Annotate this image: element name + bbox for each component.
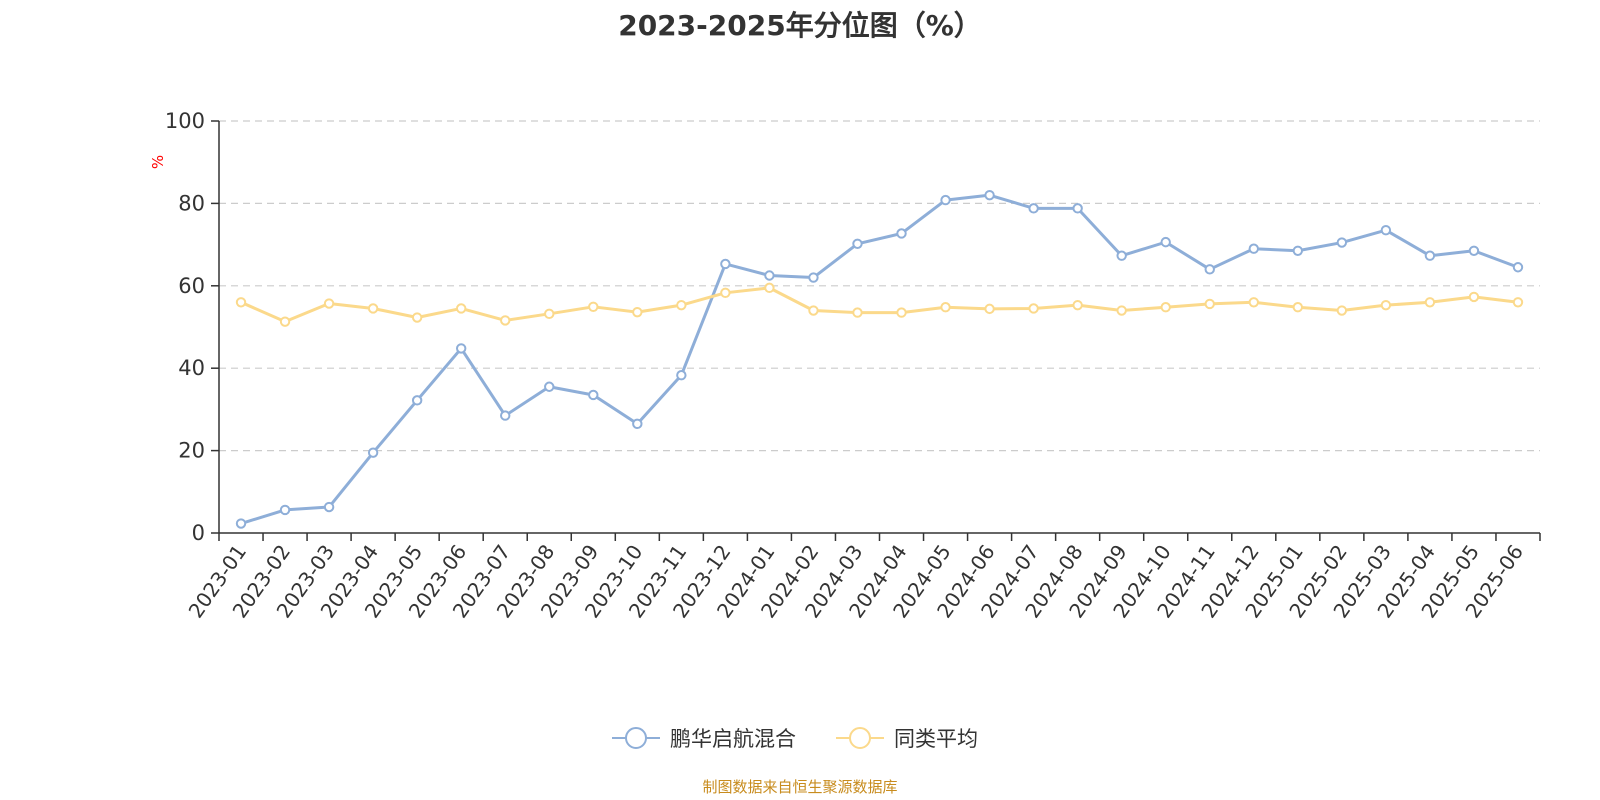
data-point xyxy=(323,298,335,309)
data-point xyxy=(1424,297,1436,308)
data-point xyxy=(455,303,467,314)
data-point xyxy=(1292,245,1304,256)
data-point xyxy=(940,194,951,206)
data-point xyxy=(808,272,819,283)
data-point xyxy=(1424,250,1436,261)
data-point xyxy=(1468,291,1480,303)
data-point xyxy=(940,302,951,313)
data-point xyxy=(279,504,291,516)
data-point xyxy=(279,316,291,327)
data-point xyxy=(1380,299,1392,311)
data-point xyxy=(896,307,907,318)
data-point xyxy=(235,518,247,529)
source-note: 制图数据来自恒生聚源数据库 xyxy=(702,778,898,796)
y-tick-label: 80 xyxy=(178,191,205,215)
legend-label: 鹏华启航混合 xyxy=(670,727,796,751)
y-tick-label: 40 xyxy=(178,356,205,380)
series-line-1 xyxy=(240,286,1519,324)
data-point xyxy=(455,343,467,354)
chart-title: 2023-2025年分位图（%） xyxy=(618,9,982,42)
data-point xyxy=(1116,305,1127,316)
legend-marker xyxy=(625,727,647,749)
data-point xyxy=(808,305,819,316)
data-point xyxy=(1028,303,1039,314)
y-tick-label: 0 xyxy=(192,521,205,545)
data-point xyxy=(1248,243,1259,254)
y-tick-label: 60 xyxy=(178,274,205,298)
data-point xyxy=(676,299,687,311)
data-point xyxy=(720,287,731,299)
data-point xyxy=(1468,245,1480,256)
data-point xyxy=(764,282,775,294)
data-point xyxy=(1204,298,1215,310)
data-point xyxy=(367,447,379,458)
data-point xyxy=(720,258,731,270)
data-point xyxy=(1512,297,1524,308)
data-point xyxy=(852,307,863,318)
data-point xyxy=(1336,237,1348,248)
data-point xyxy=(588,301,599,313)
data-point xyxy=(544,381,555,392)
series-line-0 xyxy=(240,193,1519,525)
y-tick-label: 100 xyxy=(165,109,205,133)
y-unit-label: % xyxy=(149,155,167,169)
data-point xyxy=(764,270,775,281)
data-point xyxy=(588,389,599,401)
data-point xyxy=(500,410,511,421)
data-point xyxy=(1160,236,1171,248)
data-point xyxy=(632,306,643,318)
data-point xyxy=(367,303,379,314)
data-point xyxy=(411,312,423,323)
data-point xyxy=(896,228,907,239)
data-point xyxy=(1248,297,1259,308)
data-point xyxy=(1072,299,1083,311)
data-point xyxy=(411,395,423,406)
y-tick-label: 20 xyxy=(178,439,205,463)
data-point xyxy=(984,189,995,201)
data-point xyxy=(852,238,863,249)
data-point xyxy=(1028,203,1039,214)
data-point xyxy=(984,303,995,315)
data-point xyxy=(1292,302,1304,313)
legend-label: 同类平均 xyxy=(894,727,978,751)
data-point xyxy=(1380,224,1392,236)
legend-marker xyxy=(849,727,871,749)
data-point xyxy=(632,418,643,430)
data-point xyxy=(544,308,555,320)
data-point xyxy=(1160,302,1171,313)
data-point xyxy=(1116,250,1127,261)
data-point xyxy=(323,501,335,513)
data-point xyxy=(676,370,687,381)
data-point xyxy=(235,297,247,308)
data-point xyxy=(1512,262,1524,273)
data-point xyxy=(1072,203,1083,214)
data-point xyxy=(500,315,511,326)
data-point xyxy=(1204,264,1215,275)
data-point xyxy=(1336,305,1348,316)
